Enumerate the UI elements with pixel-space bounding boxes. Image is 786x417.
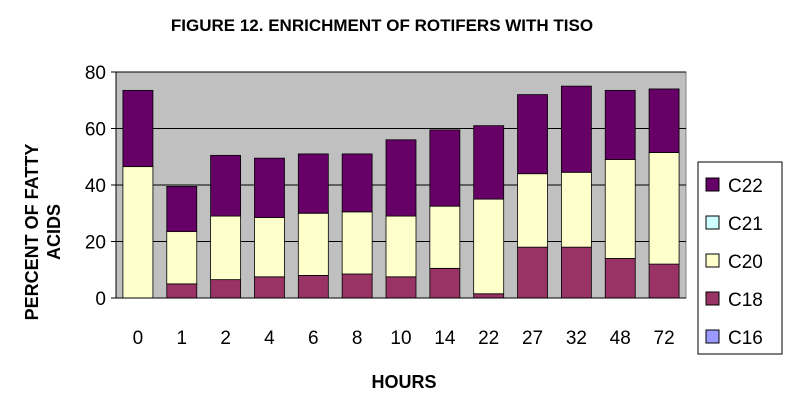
bar-segment-c18 xyxy=(473,293,505,299)
bar-segment-c22 xyxy=(341,153,373,213)
y-axis-title: PERCENT OF FATTY ACIDS xyxy=(22,144,64,321)
bar-segment-c22 xyxy=(604,89,636,160)
legend-swatch-c16 xyxy=(705,329,720,344)
legend: C22 C21 C20 C18 C16 xyxy=(697,161,783,355)
bar-segment-c22 xyxy=(122,89,154,168)
legend-label-c20: C20 xyxy=(728,252,763,273)
bar-segment-c20 xyxy=(210,215,242,281)
bar-segment-c20 xyxy=(297,212,329,276)
x-tick-label: 6 xyxy=(308,328,319,349)
x-tick-label: 72 xyxy=(654,328,675,349)
bar-segment-c20 xyxy=(648,152,680,265)
bar-segment-c20 xyxy=(254,217,285,278)
bars xyxy=(122,85,680,299)
x-tick-label: 32 xyxy=(566,328,587,349)
bar-segment-c18 xyxy=(166,283,198,299)
bar-segment-c20 xyxy=(473,198,505,295)
chart-title: FIGURE 12. ENRICHMENT OF ROTIFERS WITH T… xyxy=(171,16,593,35)
bar-segment-c18 xyxy=(254,276,285,299)
bar-segment-c20 xyxy=(560,171,592,248)
x-axis-ticks: 0 1 2 4 6 8 10 14 22 27 32 48 72 xyxy=(133,328,675,349)
y-tick-label: 40 xyxy=(85,176,106,197)
bar-segment-c18 xyxy=(648,263,680,299)
bar-segment-c18 xyxy=(297,274,329,299)
x-tick-label: 1 xyxy=(176,328,187,349)
x-tick-label: 0 xyxy=(133,328,144,349)
legend-label-c16: C16 xyxy=(728,328,763,349)
bar-segment-c18 xyxy=(604,258,636,299)
bar-segment-c20 xyxy=(429,205,461,269)
bar-segment-c20 xyxy=(166,231,198,285)
bar-segment-c18 xyxy=(341,273,373,299)
bar-segment-c20 xyxy=(604,159,636,259)
bar-segment-c18 xyxy=(210,279,242,299)
legend-label-c18: C18 xyxy=(728,290,763,311)
bar-segment-c22 xyxy=(166,186,198,233)
y-axis-title-line2: ACIDS xyxy=(44,204,64,260)
legend-swatch-c21 xyxy=(705,215,720,230)
x-tick-label: 48 xyxy=(610,328,631,349)
bar-segment-c20 xyxy=(341,211,373,275)
bar-segment-c22 xyxy=(297,153,329,214)
x-tick-label: 22 xyxy=(478,328,499,349)
bar-segment-c20 xyxy=(517,173,548,248)
bar-segment-c18 xyxy=(429,267,461,299)
x-tick-label: 4 xyxy=(264,328,275,349)
bar-segment-c22 xyxy=(517,94,548,175)
bar-segment-c20 xyxy=(385,215,417,278)
x-tick-label: 27 xyxy=(522,328,543,349)
y-axis-ticks: 0 20 40 60 80 xyxy=(85,63,116,310)
bar-segment-c22 xyxy=(210,154,242,217)
bar-segment-c18 xyxy=(560,246,592,299)
legend-label-c22: C22 xyxy=(728,176,763,197)
y-axis-title-line1: PERCENT OF FATTY xyxy=(22,144,42,321)
bar-segment-c22 xyxy=(429,129,461,207)
legend-swatch-c22 xyxy=(705,177,720,192)
y-tick-label: 60 xyxy=(85,120,106,141)
bar-segment-c22 xyxy=(560,85,592,173)
bar-segment-c18 xyxy=(385,276,417,299)
y-tick-label: 80 xyxy=(85,63,106,84)
y-tick-label: 0 xyxy=(95,289,106,310)
x-tick-label: 8 xyxy=(352,328,363,349)
bar-segment-c22 xyxy=(254,157,285,218)
x-tick-label: 2 xyxy=(220,328,231,349)
x-tick-label: 10 xyxy=(390,328,411,349)
x-axis-title: HOURS xyxy=(371,372,436,392)
bar-segment-c22 xyxy=(648,88,680,153)
x-tick-label: 14 xyxy=(434,328,456,349)
bar-segment-c22 xyxy=(473,125,505,200)
legend-swatch-c18 xyxy=(705,291,720,306)
legend-swatch-c20 xyxy=(705,253,720,268)
legend-label-c21: C21 xyxy=(728,214,763,235)
bar-segment-c18 xyxy=(517,246,548,299)
bar-segment-c22 xyxy=(385,139,417,217)
y-tick-label: 20 xyxy=(85,233,106,254)
bar-segment-c20 xyxy=(122,166,154,299)
